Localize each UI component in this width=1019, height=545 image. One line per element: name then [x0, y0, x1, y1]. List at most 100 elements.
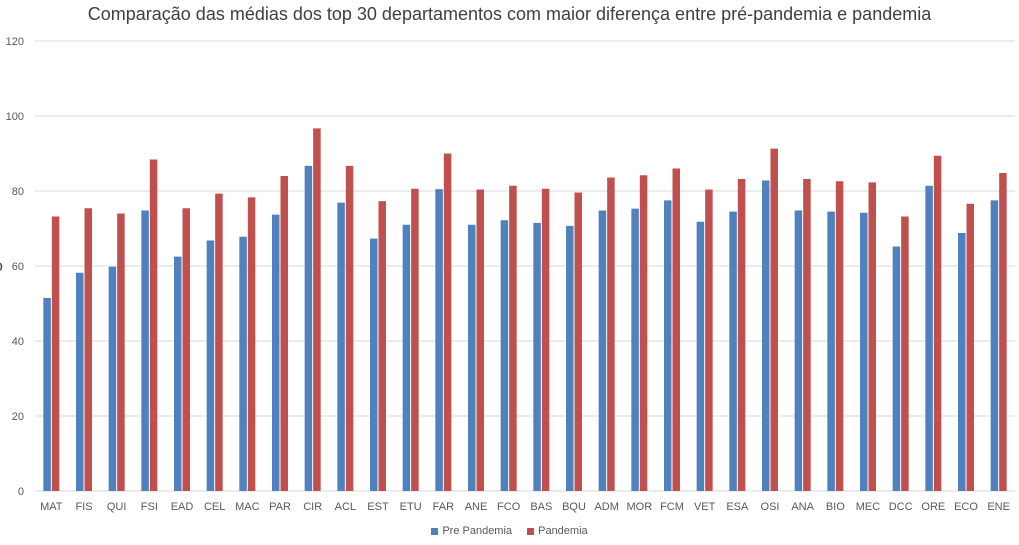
x-tick-label: BAS: [530, 501, 552, 513]
bar-pre-pandemia-acl: [337, 202, 345, 491]
bar-pre-pandemia-fsi: [141, 210, 149, 491]
legend-item-pandemia: Pandemia: [527, 525, 588, 537]
chart-title: Comparação das médias dos top 30 departa…: [87, 4, 932, 24]
legend-label-pandemia: Pandemia: [538, 525, 588, 538]
bar-pandemia-fcm: [672, 168, 680, 491]
bar-pre-pandemia-esa: [729, 211, 737, 491]
bar-pre-pandemia-vet: [696, 221, 705, 491]
bar-pre-pandemia-mor: [631, 208, 639, 491]
x-tick-label: ETU: [400, 501, 422, 513]
bar-pandemia-bio: [835, 181, 844, 491]
x-tick-label: CEL: [204, 501, 225, 513]
bar-pre-pandemia-ead: [174, 256, 182, 491]
x-tick-label: BIO: [826, 501, 845, 513]
bar-pre-pandemia-osi: [762, 180, 770, 491]
x-tick-label: MAC: [235, 501, 260, 513]
y-axis-label-fragment: o: [0, 258, 3, 276]
bar-pandemia-ane: [476, 189, 484, 491]
bar-pandemia-mec: [868, 182, 876, 491]
legend-label-pre-pandemia: Pre Pandemia: [442, 525, 513, 538]
bar-pre-pandemia-est: [370, 238, 378, 491]
x-tick-label: ACL: [335, 501, 356, 513]
bar-pandemia-osi: [770, 148, 778, 491]
bar-pandemia-eco: [966, 203, 974, 491]
bar-pandemia-qui: [117, 213, 125, 491]
bar-pre-pandemia-cir: [304, 165, 313, 491]
bar-pandemia-mac: [247, 197, 256, 491]
bar-pandemia-adm: [607, 177, 615, 491]
bar-pandemia-far: [443, 153, 452, 491]
bar-pandemia-bqu: [574, 192, 582, 491]
bar-pre-pandemia-ane: [468, 224, 476, 491]
bar-pre-pandemia-bqu: [566, 225, 574, 491]
y-tick-label: 60: [12, 261, 24, 273]
bar-pre-pandemia-ana: [794, 210, 803, 491]
bar-pre-pandemia-mec: [860, 212, 868, 491]
bar-pre-pandemia-par: [272, 214, 280, 491]
x-tick-label: PAR: [269, 501, 291, 513]
x-tick-label: MAT: [40, 501, 63, 513]
x-tick-label: CIR: [303, 501, 322, 513]
x-tick-label: BQU: [562, 501, 586, 513]
x-tick-label: FSI: [141, 501, 158, 513]
legend: Pre Pandemia Pandemia: [0, 525, 1019, 537]
bar-pre-pandemia-mac: [239, 236, 247, 491]
bar-pandemia-bas: [541, 188, 550, 491]
bar-pandemia-par: [280, 176, 288, 491]
y-axis-ticks: 0 20 40 60 80 100 120: [6, 36, 24, 498]
bar-pre-pandemia-dcc: [892, 246, 901, 491]
x-tick-label: ADM: [594, 501, 618, 513]
bar-pandemia-ana: [803, 179, 811, 491]
x-tick-label: FCO: [497, 501, 521, 513]
x-tick-label: QUI: [107, 501, 127, 513]
bar-pre-pandemia-eco: [958, 233, 966, 491]
y-tick-label: 40: [12, 336, 24, 348]
bar-pandemia-ore: [933, 155, 942, 491]
bar-pandemia-mat: [51, 216, 60, 491]
y-tick-label: 120: [6, 36, 24, 48]
bar-pandemia-dcc: [901, 216, 909, 491]
x-tick-label: MOR: [626, 501, 652, 513]
bar-pre-pandemia-bas: [533, 222, 541, 491]
x-tick-label: DCC: [889, 501, 913, 513]
x-tick-label: FIS: [75, 501, 92, 513]
x-tick-label: ANE: [465, 501, 488, 513]
y-tick-label: 20: [12, 411, 24, 423]
x-tick-label: FCM: [660, 501, 684, 513]
x-tick-label: OSI: [761, 501, 780, 513]
legend-item-pre-pandemia: Pre Pandemia: [431, 525, 512, 537]
gridlines: [35, 40, 1015, 492]
bar-pre-pandemia-fis: [76, 272, 84, 491]
bar-pandemia-fco: [509, 185, 517, 491]
bar-pre-pandemia-cel: [206, 240, 215, 491]
x-axis-ticks: MAT FIS QUI FSI EAD CEL MAC PAR CIR ACL EST ETU FAR A…: [40, 501, 1010, 513]
bar-pre-pandemia-mat: [43, 297, 51, 491]
y-tick-label: 100: [6, 111, 24, 123]
bar-pre-pandemia-fcm: [664, 200, 672, 491]
x-tick-label: ECO: [954, 501, 978, 513]
bar-pandemia-ene: [999, 173, 1007, 491]
bar-pre-pandemia-ore: [925, 185, 933, 491]
bar-pre-pandemia-adm: [598, 210, 607, 491]
bar-pre-pandemia-ene: [990, 200, 999, 491]
bar-pandemia-acl: [345, 165, 354, 491]
y-tick-label: 80: [12, 186, 24, 198]
bar-pandemia-cir: [313, 128, 321, 491]
legend-swatch-pre-pandemia: [431, 527, 439, 535]
bar-pandemia-fis: [84, 208, 92, 491]
bar-pandemia-mor: [639, 175, 648, 491]
x-tick-label: VET: [694, 501, 716, 513]
x-tick-label: ESA: [726, 501, 749, 513]
x-tick-label: ANA: [791, 501, 814, 513]
x-tick-label: ENE: [987, 501, 1010, 513]
bar-pre-pandemia-etu: [402, 224, 411, 491]
x-tick-label: MEC: [856, 501, 881, 513]
x-tick-label: FAR: [433, 501, 454, 513]
bar-pandemia-vet: [705, 189, 713, 491]
bar-pre-pandemia-fco: [500, 220, 509, 491]
bar-pandemia-cel: [215, 193, 223, 491]
bar-pandemia-est: [378, 201, 386, 491]
x-tick-label: ORE: [921, 501, 945, 513]
bar-pandemia-fsi: [149, 159, 158, 491]
bar-pandemia-esa: [737, 179, 746, 491]
